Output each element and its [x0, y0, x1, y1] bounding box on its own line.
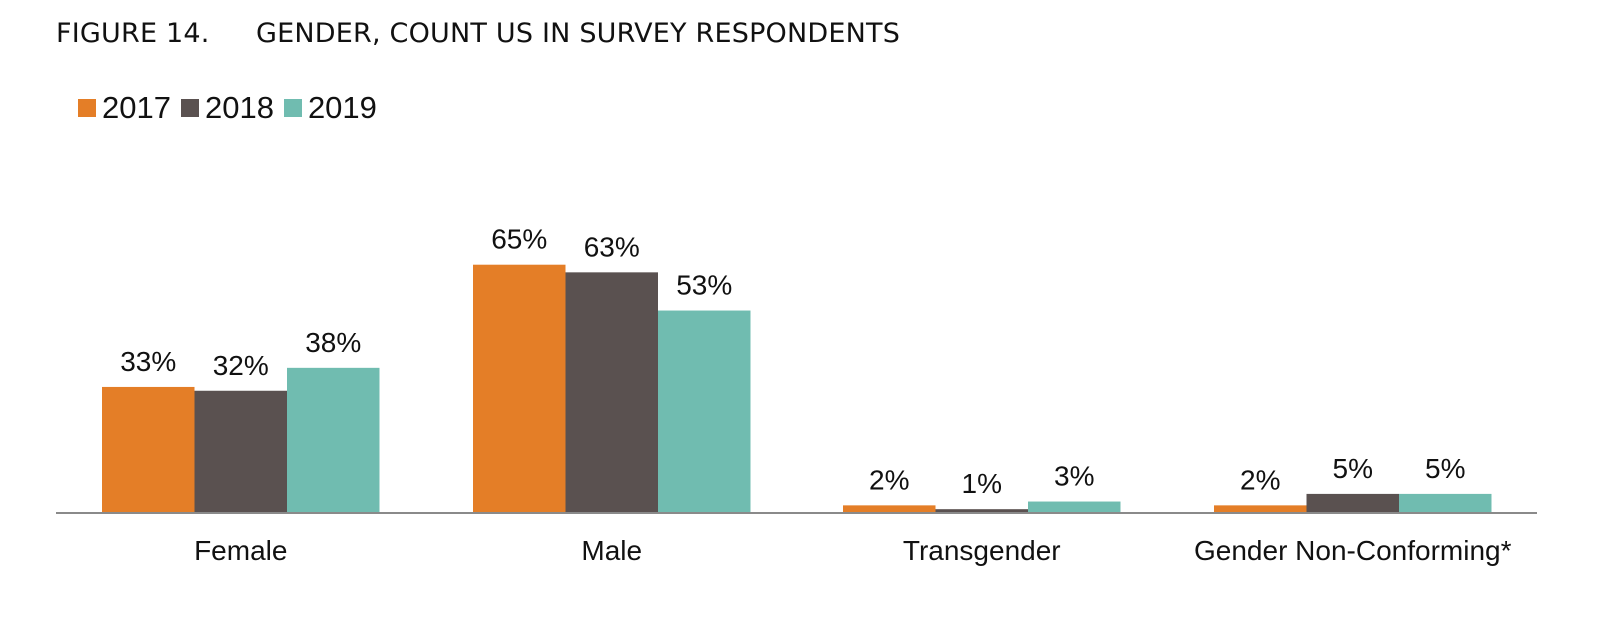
bar-2019-1	[658, 310, 751, 513]
bar-2018-3	[1306, 493, 1399, 513]
bar-2017-3	[1214, 505, 1307, 513]
bar-2018-2	[935, 509, 1028, 513]
bar-2017-1	[473, 264, 566, 513]
data-label-2019-2: 3%	[1054, 461, 1094, 492]
figure-title-text: GENDER, COUNT US IN SURVEY RESPONDENTS	[256, 18, 901, 49]
category-label-1: Male	[581, 535, 642, 566]
bar-2018-0	[194, 390, 287, 513]
bar-2017-2	[843, 505, 936, 513]
legend-label-2017: 2017	[102, 90, 171, 125]
data-label-2017-1: 65%	[491, 224, 547, 255]
data-label-2019-3: 5%	[1425, 453, 1465, 484]
data-label-2017-3: 2%	[1240, 464, 1280, 495]
legend-item-2019: 2019	[283, 90, 377, 126]
bar-2019-2	[1028, 501, 1121, 513]
legend-item-2017: 2017	[78, 90, 171, 126]
legend-swatch-2017	[78, 99, 96, 117]
data-label-2018-1: 63%	[584, 231, 640, 262]
data-label-2017-2: 2%	[869, 464, 909, 495]
figure-number: FIGURE 14.	[56, 18, 210, 49]
bar-2017-0	[102, 386, 195, 513]
data-label-2019-1: 53%	[676, 270, 732, 301]
legend-label-2019: 2019	[307, 90, 377, 125]
legend-item-2018: 2018	[180, 90, 274, 126]
category-label-3: Gender Non-Conforming*	[1194, 535, 1512, 566]
data-label-2017-0: 33%	[120, 346, 176, 377]
legend-swatch-2018	[180, 99, 199, 117]
bar-2018-1	[565, 272, 658, 513]
legend-swatch-2019	[283, 99, 302, 117]
data-label-2018-2: 1%	[962, 468, 1002, 499]
bar-2019-3	[1399, 493, 1492, 513]
data-label-2019-0: 38%	[305, 327, 361, 358]
legend-label-2018: 2018	[204, 90, 274, 125]
category-label-0: Female	[194, 535, 287, 566]
chart-legend: 2017 2018 2019	[78, 90, 387, 126]
figure-title: FIGURE 14. GENDER, COUNT US IN SURVEY RES…	[56, 18, 900, 49]
data-label-2018-3: 5%	[1333, 453, 1373, 484]
data-label-2018-0: 32%	[213, 350, 269, 381]
category-label-2: Transgender	[903, 535, 1061, 566]
bar-2019-0	[287, 367, 380, 513]
